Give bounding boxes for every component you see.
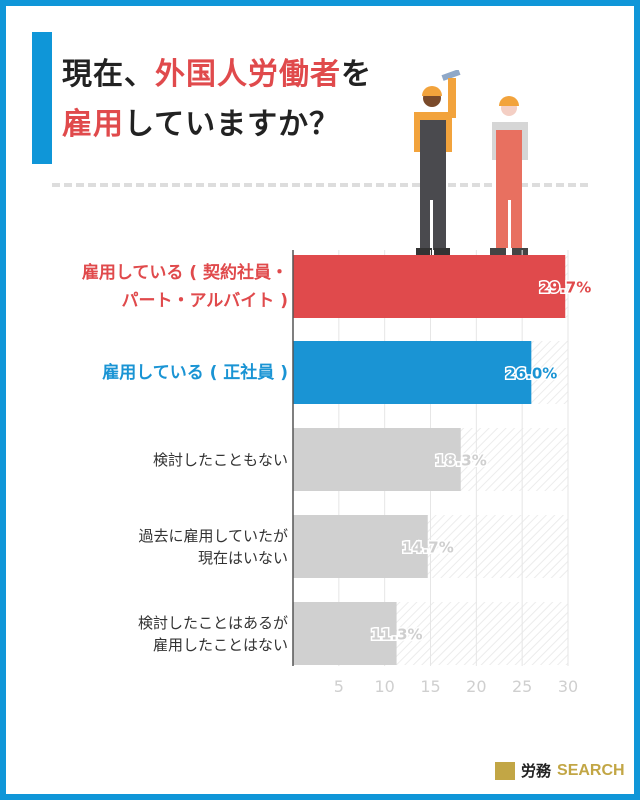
- logo-mark-icon: [495, 761, 515, 780]
- brand-logo: 労務 SEARCH: [495, 760, 625, 781]
- title-part: していますか？: [124, 107, 341, 142]
- category-label-line: 過去に雇用していたが: [138, 526, 288, 545]
- category-label-line: 検討したこともない: [152, 450, 288, 469]
- data-label: 26.0%: [505, 365, 557, 383]
- category-label: 雇用している ( 契約社員・パート・アルバイト ): [82, 259, 288, 315]
- data-label: 29.7%: [539, 279, 591, 297]
- x-tick-label: 10: [374, 677, 394, 696]
- logo-text: SEARCH: [557, 761, 625, 779]
- bar: [293, 515, 428, 578]
- x-tick-label: 30: [558, 677, 578, 696]
- category-label: 雇用している ( 正社員 ): [102, 359, 288, 387]
- title-highlight: 雇用: [62, 107, 124, 142]
- category-label-line: 雇用している ( 契約社員・: [81, 262, 288, 283]
- category-label: 検討したことはあるが雇用したことはない: [138, 612, 288, 656]
- data-label: 11.3%: [371, 626, 423, 644]
- x-tick-label: 5: [334, 677, 344, 696]
- category-label: 検討したこともない: [153, 449, 288, 471]
- title-part: 現在、: [62, 57, 155, 92]
- bar: [293, 341, 532, 404]
- category-label-line: 検討したことはあるが: [137, 613, 288, 632]
- title-part: を: [341, 57, 372, 92]
- data-label: 14.7%: [402, 539, 454, 557]
- category-label-line: 現在はいない: [197, 548, 288, 567]
- data-label: 18.3%: [435, 452, 487, 470]
- title-accent-bar: [32, 32, 52, 164]
- page-title: 現在、外国人労働者を 雇用していますか？: [62, 50, 372, 150]
- x-tick-label: 25: [512, 677, 532, 696]
- x-tick-label: 20: [466, 677, 486, 696]
- bar: [293, 602, 397, 665]
- bar: [293, 428, 461, 491]
- category-label: 過去に雇用していたが現在はいない: [138, 525, 288, 569]
- workers-illustration-icon: [414, 70, 528, 255]
- category-label-line: 雇用している ( 正社員 ): [102, 362, 288, 383]
- x-tick-label: 15: [420, 677, 440, 696]
- bar: [293, 255, 566, 318]
- category-label-line: 雇用したことはない: [152, 635, 288, 654]
- title-highlight: 外国人労働者: [155, 57, 341, 92]
- dashed-divider: [52, 183, 588, 187]
- logo-kanji: 労務: [521, 762, 552, 780]
- category-label-line: パート・アルバイト ): [121, 290, 288, 311]
